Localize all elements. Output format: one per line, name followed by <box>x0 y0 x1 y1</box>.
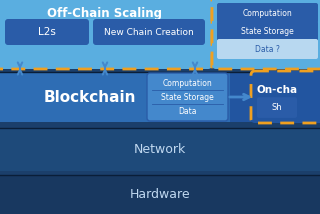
Text: State Storage: State Storage <box>241 27 294 36</box>
Text: Hardware: Hardware <box>130 188 190 201</box>
Text: Computation: Computation <box>163 79 212 88</box>
Bar <box>0 128 320 171</box>
Text: Sh: Sh <box>272 103 282 112</box>
Text: Computation: Computation <box>243 9 292 18</box>
Text: Data ?: Data ? <box>255 45 280 54</box>
FancyBboxPatch shape <box>147 73 228 121</box>
Bar <box>0 72 230 122</box>
FancyBboxPatch shape <box>93 19 205 45</box>
FancyBboxPatch shape <box>257 97 297 118</box>
FancyBboxPatch shape <box>5 19 89 45</box>
FancyBboxPatch shape <box>212 0 320 69</box>
Text: On-cha: On-cha <box>256 85 298 95</box>
FancyBboxPatch shape <box>251 71 320 123</box>
FancyBboxPatch shape <box>0 0 212 69</box>
Text: Blockchain: Blockchain <box>44 89 136 104</box>
Text: State Storage: State Storage <box>161 92 214 101</box>
FancyBboxPatch shape <box>217 39 318 59</box>
FancyBboxPatch shape <box>217 21 318 41</box>
Bar <box>0 72 320 122</box>
Text: Off-Chain Scaling: Off-Chain Scaling <box>47 6 162 19</box>
Text: Data: Data <box>178 107 197 116</box>
Text: New Chain Creation: New Chain Creation <box>104 28 194 37</box>
Text: L2s: L2s <box>38 27 56 37</box>
Text: Network: Network <box>134 143 186 156</box>
FancyBboxPatch shape <box>217 3 318 23</box>
Bar <box>0 175 320 214</box>
